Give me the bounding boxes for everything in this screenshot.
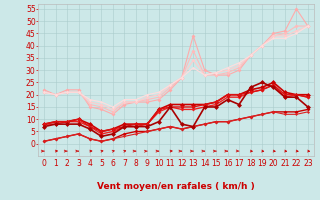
X-axis label: Vent moyen/en rafales ( km/h ): Vent moyen/en rafales ( km/h ) [97, 182, 255, 191]
